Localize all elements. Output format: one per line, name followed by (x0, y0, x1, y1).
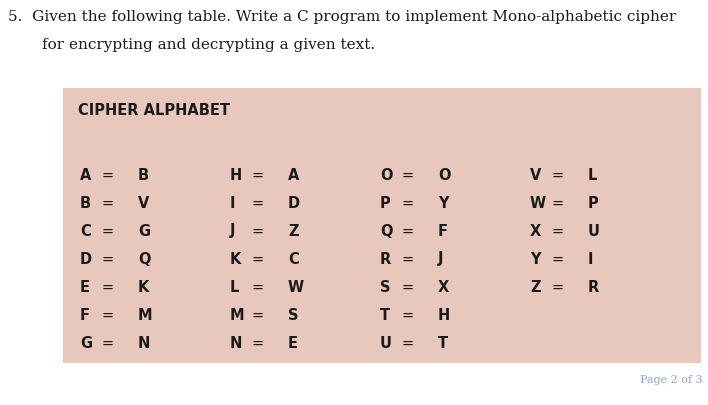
Text: J: J (230, 224, 236, 239)
Text: =: = (552, 224, 564, 239)
Text: =: = (402, 252, 414, 266)
Text: H: H (230, 168, 242, 183)
Text: T: T (380, 307, 390, 322)
Text: =: = (402, 335, 414, 350)
Text: Q: Q (138, 252, 151, 266)
Text: A: A (80, 168, 91, 183)
Text: Y: Y (530, 252, 540, 266)
Text: =: = (102, 252, 114, 266)
Text: =: = (402, 279, 414, 294)
Text: A: A (288, 168, 299, 183)
Text: F: F (438, 224, 448, 239)
Text: =: = (552, 196, 564, 211)
Text: S: S (380, 279, 391, 294)
Text: =: = (102, 279, 114, 294)
Text: X: X (438, 279, 450, 294)
Text: U: U (588, 224, 600, 239)
Text: =: = (102, 168, 114, 183)
Text: Y: Y (438, 196, 448, 211)
Text: =: = (402, 224, 414, 239)
Text: =: = (102, 224, 114, 239)
Text: H: H (438, 307, 450, 322)
FancyBboxPatch shape (63, 88, 701, 363)
Text: =: = (102, 307, 114, 322)
Text: F: F (80, 307, 90, 322)
Text: for encrypting and decrypting a given text.: for encrypting and decrypting a given te… (42, 38, 375, 52)
Text: =: = (102, 335, 114, 350)
Text: R: R (588, 279, 599, 294)
Text: 5.  Given the following table. Write a C program to implement Mono-alphabetic ci: 5. Given the following table. Write a C … (8, 10, 676, 24)
Text: O: O (438, 168, 450, 183)
Text: C: C (288, 252, 299, 266)
Text: C: C (80, 224, 91, 239)
Text: B: B (138, 168, 149, 183)
Text: N: N (230, 335, 242, 350)
Text: M: M (230, 307, 245, 322)
Text: R: R (380, 252, 392, 266)
Text: V: V (138, 196, 149, 211)
Text: N: N (138, 335, 150, 350)
Text: P: P (380, 196, 391, 211)
Text: Q: Q (380, 224, 392, 239)
Text: =: = (552, 279, 564, 294)
Text: I: I (588, 252, 593, 266)
Text: =: = (552, 168, 564, 183)
Text: E: E (80, 279, 90, 294)
Text: P: P (588, 196, 599, 211)
Text: =: = (252, 224, 264, 239)
Text: X: X (530, 224, 541, 239)
Text: O: O (380, 168, 392, 183)
Text: L: L (588, 168, 598, 183)
Text: D: D (80, 252, 92, 266)
Text: S: S (288, 307, 299, 322)
Text: Z: Z (288, 224, 299, 239)
Text: V: V (530, 168, 542, 183)
Text: J: J (438, 252, 443, 266)
Text: =: = (252, 335, 264, 350)
Text: =: = (252, 307, 264, 322)
Text: =: = (102, 196, 114, 211)
Text: B: B (80, 196, 91, 211)
Text: =: = (552, 252, 564, 266)
Text: K: K (138, 279, 149, 294)
Text: =: = (402, 168, 414, 183)
Text: T: T (438, 335, 448, 350)
Text: CIPHER ALPHABET: CIPHER ALPHABET (78, 103, 230, 118)
Text: Z: Z (530, 279, 540, 294)
Text: M: M (138, 307, 153, 322)
Text: U: U (380, 335, 392, 350)
Text: W: W (288, 279, 304, 294)
Text: E: E (288, 335, 298, 350)
Text: =: = (252, 168, 264, 183)
Text: I: I (230, 196, 236, 211)
Text: G: G (80, 335, 92, 350)
Text: D: D (288, 196, 300, 211)
Text: G: G (138, 224, 150, 239)
Text: =: = (252, 279, 264, 294)
Text: =: = (252, 252, 264, 266)
Text: W: W (530, 196, 546, 211)
Text: Page 2 of 3: Page 2 of 3 (640, 375, 702, 385)
Text: =: = (402, 196, 414, 211)
Text: =: = (402, 307, 414, 322)
Text: =: = (252, 196, 264, 211)
Text: L: L (230, 279, 239, 294)
Text: K: K (230, 252, 241, 266)
